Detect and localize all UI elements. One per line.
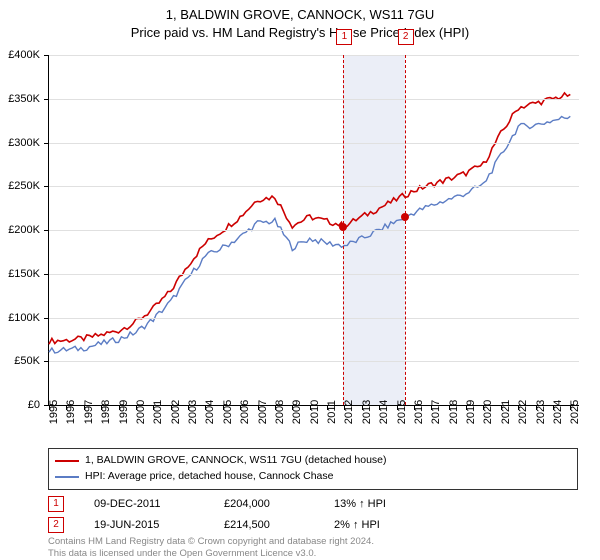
x-tick-label: 2016 [413, 400, 425, 424]
transaction-marker: 1 [48, 496, 64, 512]
x-tick-label: 2006 [239, 400, 251, 424]
y-tick [44, 55, 49, 56]
x-tick-label: 2000 [135, 400, 147, 424]
x-tick-label: 2018 [448, 400, 460, 424]
title-line1: 1, BALDWIN GROVE, CANNOCK, WS11 7GU [0, 6, 600, 24]
transactions-table: 1 09-DEC-2011 £204,000 13% ↑ HPI 2 19-JUN-201… [48, 494, 578, 536]
x-tick-label: 1998 [100, 400, 112, 424]
transaction-hpi: 2% ↑ HPI [334, 515, 414, 536]
footnote: Contains HM Land Registry data © Crown c… [48, 536, 578, 560]
transaction-price: £204,000 [224, 494, 304, 515]
transaction-row: 2 19-JUN-2015 £214,500 2% ↑ HPI [48, 515, 578, 536]
x-axis-labels: 1995199619971998199920002001200220032004… [48, 408, 578, 448]
x-tick-label: 2022 [517, 400, 529, 424]
x-tick-label: 2004 [204, 400, 216, 424]
y-tick-label: £200K [8, 224, 40, 236]
legend-swatch [55, 460, 79, 462]
x-tick-label: 2007 [257, 400, 269, 424]
y-tick-label: £400K [8, 49, 40, 61]
chart-title: 1, BALDWIN GROVE, CANNOCK, WS11 7GU Pric… [0, 0, 600, 42]
x-tick-label: 2017 [430, 400, 442, 424]
x-tick-label: 2021 [500, 400, 512, 424]
x-tick-label: 1999 [118, 400, 130, 424]
transaction-row: 1 09-DEC-2011 £204,000 13% ↑ HPI [48, 494, 578, 515]
x-tick-label: 2014 [378, 400, 390, 424]
transaction-date: 19-JUN-2015 [94, 515, 194, 536]
price-dot-1 [339, 223, 347, 231]
legend-row: 1, BALDWIN GROVE, CANNOCK, WS11 7GU (det… [55, 453, 571, 469]
x-tick-label: 2001 [152, 400, 164, 424]
x-tick-label: 2020 [482, 400, 494, 424]
gridline-h [49, 186, 579, 187]
gridline-h [49, 143, 579, 144]
x-tick-label: 2002 [170, 400, 182, 424]
x-tick-label: 2012 [343, 400, 355, 424]
y-tick [44, 99, 49, 100]
x-tick-label: 2003 [187, 400, 199, 424]
y-tick-label: £300K [8, 137, 40, 149]
x-tick-label: 1995 [48, 400, 60, 424]
transaction-date: 09-DEC-2011 [94, 494, 194, 515]
footnote-line2: This data is licensed under the Open Gov… [48, 548, 578, 560]
y-tick-label: £0 [28, 399, 40, 411]
x-tick-label: 2019 [465, 400, 477, 424]
y-tick [44, 230, 49, 231]
gridline-h [49, 230, 579, 231]
x-tick-label: 2024 [552, 400, 564, 424]
x-tick-label: 1996 [65, 400, 77, 424]
y-tick-label: £150K [8, 268, 40, 280]
marker-box-2: 2 [398, 29, 414, 45]
series-subject [49, 93, 570, 344]
gridline-h [49, 318, 579, 319]
y-tick-label: £250K [8, 180, 40, 192]
x-tick-label: 2005 [222, 400, 234, 424]
y-tick [44, 274, 49, 275]
gridline-h [49, 361, 579, 362]
price-dot-2 [401, 213, 409, 221]
legend-label: HPI: Average price, detached house, Cann… [85, 469, 333, 485]
y-tick [44, 143, 49, 144]
x-tick-label: 2008 [274, 400, 286, 424]
x-tick-label: 1997 [83, 400, 95, 424]
y-tick [44, 361, 49, 362]
marker-line-2 [405, 55, 406, 405]
gridline-h [49, 99, 579, 100]
y-tick [44, 186, 49, 187]
legend-swatch [55, 476, 79, 478]
title-line2: Price paid vs. HM Land Registry's House … [0, 24, 600, 42]
transaction-marker: 2 [48, 517, 64, 533]
transaction-price: £214,500 [224, 515, 304, 536]
y-tick-label: £100K [8, 312, 40, 324]
y-tick-label: £50K [14, 355, 40, 367]
gridline-h [49, 274, 579, 275]
legend-row: HPI: Average price, detached house, Cann… [55, 469, 571, 485]
legend-box: 1, BALDWIN GROVE, CANNOCK, WS11 7GU (det… [48, 448, 578, 490]
y-tick-label: £350K [8, 93, 40, 105]
x-tick-label: 2011 [326, 400, 338, 424]
transaction-hpi: 13% ↑ HPI [334, 494, 414, 515]
x-tick-label: 2025 [569, 400, 581, 424]
x-tick-label: 2010 [309, 400, 321, 424]
footnote-line1: Contains HM Land Registry data © Crown c… [48, 536, 578, 548]
x-tick-label: 2013 [361, 400, 373, 424]
y-tick [44, 318, 49, 319]
legend-label: 1, BALDWIN GROVE, CANNOCK, WS11 7GU (det… [85, 453, 387, 469]
y-axis-labels: £0£50K£100K£150K£200K£250K£300K£350K£400… [0, 55, 44, 405]
x-tick-label: 2023 [535, 400, 547, 424]
marker-box-1: 1 [336, 29, 352, 45]
chart-plot-area: 12 [48, 55, 579, 406]
gridline-h [49, 55, 579, 56]
x-tick-label: 2009 [291, 400, 303, 424]
x-tick-label: 2015 [396, 400, 408, 424]
